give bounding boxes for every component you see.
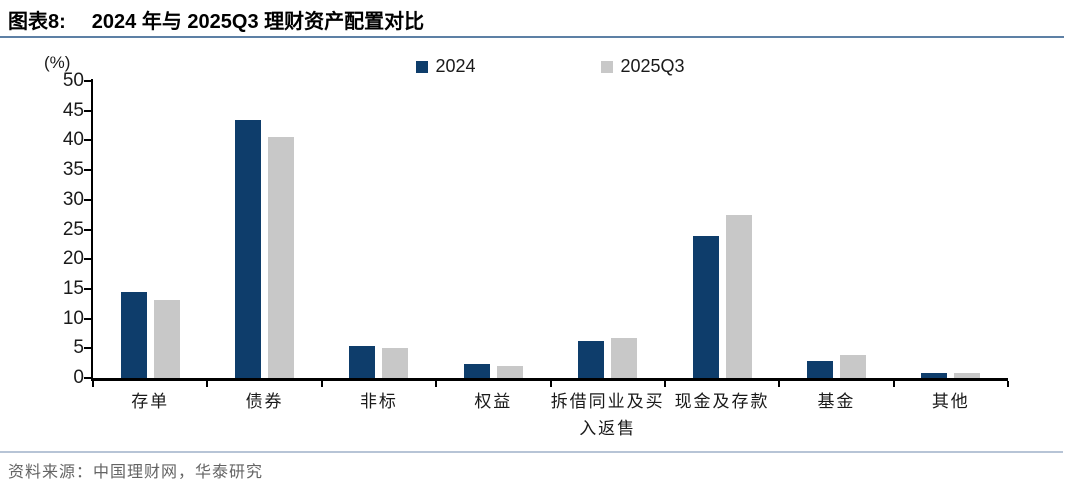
y-axis-tick (84, 169, 91, 172)
x-axis-tick (892, 381, 895, 387)
bar-2024-4 (578, 340, 605, 378)
bar-2024-3 (463, 363, 490, 378)
bar-2025Q3-0 (153, 299, 180, 378)
y-axis-tick (84, 139, 91, 142)
bar-2024-1 (235, 119, 262, 378)
y-axis-tick (84, 377, 91, 379)
source-note: 资料来源：中国理财网，华泰研究 (8, 462, 264, 481)
legend-label: 2024 (435, 56, 476, 76)
bar-2025Q3-4 (611, 337, 638, 378)
y-axis-label: 50 (62, 70, 84, 91)
y-axis-label: 15 (62, 277, 84, 299)
x-axis-tick (778, 381, 781, 387)
bar-2025Q3-7 (954, 373, 981, 378)
y-axis-label: 20 (62, 248, 84, 270)
x-axis-tick (663, 381, 666, 387)
x-axis-label-line: 入返售 (579, 419, 637, 440)
legend-label: 2025Q3 (620, 56, 685, 76)
x-axis-tick (435, 381, 438, 387)
x-axis-label-line: 现金及存款 (674, 392, 770, 412)
y-axis-unit-label: (%) (44, 53, 71, 72)
legend-swatch-icon (601, 60, 614, 73)
x-axis-tick (1007, 381, 1009, 387)
bar-2025Q3-6 (839, 354, 866, 378)
x-axis-label: 非标 (313, 389, 445, 416)
y-axis-tick (84, 198, 91, 201)
x-axis-tick (549, 381, 552, 387)
y-axis-label: 0 (73, 367, 84, 388)
x-axis-label-line: 其他 (931, 392, 970, 412)
y-axis-label: 10 (62, 307, 84, 329)
figure-header: 图表8: 2024 年与 2025Q3 理财资产配置对比 (8, 5, 424, 34)
bar-2024-0 (120, 291, 147, 378)
legend-swatch-icon (416, 60, 429, 73)
x-axis-label-line: 债券 (245, 392, 284, 412)
y-axis-label: 30 (62, 188, 84, 210)
x-axis-label: 其他 (885, 389, 1017, 416)
y-axis-line (91, 79, 93, 381)
y-axis-tick (84, 347, 91, 350)
legend-item-2025q3: 2025Q3 (601, 56, 685, 77)
bar-2025Q3-5 (725, 214, 752, 378)
y-axis-label: 5 (73, 337, 84, 359)
x-axis-label-line: 权益 (474, 392, 513, 412)
x-axis-label-line: 拆借同业及买 (550, 392, 665, 412)
footer-divider-line (0, 451, 1063, 453)
bar-2024-2 (349, 345, 376, 378)
x-axis-label: 现金及存款 (656, 389, 788, 416)
y-axis-tick (84, 287, 91, 290)
x-axis-label-line: 非标 (359, 392, 398, 412)
x-axis-tick (206, 381, 209, 387)
x-axis-label: 权益 (427, 389, 559, 416)
chart-legend: 2024 2025Q3 (93, 56, 1008, 77)
y-axis-label: 45 (62, 99, 84, 121)
x-axis-label: 基金 (770, 389, 902, 416)
y-axis-label: 40 (62, 129, 84, 151)
bar-2024-6 (806, 361, 833, 378)
bar-2024-5 (692, 236, 719, 378)
y-axis-tick (84, 228, 91, 231)
legend-item-2024: 2024 (416, 56, 475, 77)
x-axis-tick (320, 381, 323, 387)
title-divider-line (0, 36, 1064, 38)
bar-2025Q3-2 (382, 347, 409, 378)
x-axis-label: 存单 (84, 389, 216, 416)
y-axis-label: 35 (62, 159, 84, 181)
y-axis-label: 25 (62, 218, 84, 240)
x-axis-label-line: 存单 (131, 392, 170, 412)
bar-2025Q3-3 (496, 365, 523, 378)
y-axis-tick (84, 258, 91, 261)
figure-title: 2024 年与 2025Q3 理财资产配置对比 (91, 11, 425, 33)
y-axis-tick (84, 317, 91, 320)
x-axis-label-line: 基金 (817, 392, 856, 412)
x-axis-line (91, 378, 1008, 381)
bar-2025Q3-1 (268, 137, 295, 378)
y-axis-tick (84, 80, 91, 82)
x-axis-tick (92, 381, 94, 387)
bar-2024-7 (921, 372, 948, 378)
x-axis-label: 拆借同业及买 入返售 (542, 389, 674, 443)
figure-number: 图表8: (8, 11, 66, 33)
y-axis-tick (84, 109, 91, 112)
x-axis-label: 债券 (198, 389, 330, 416)
